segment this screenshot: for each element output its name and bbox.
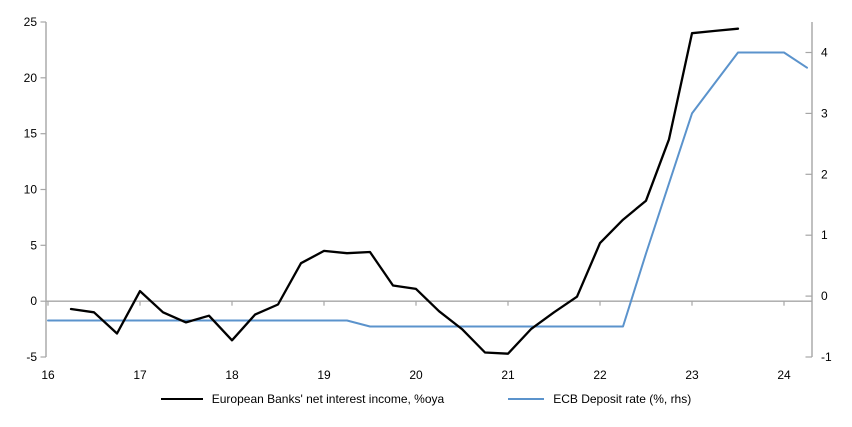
x-axis-label: 21 [501,368,515,382]
black-line-sample-icon [160,398,203,400]
legend-item-net-interest-income: European Banks' net interest income, %oy… [160,392,445,406]
x-axis-label: 22 [593,368,607,382]
x-axis-label: 24 [777,368,791,382]
legend-label-ecb-deposit-rate: ECB Deposit rate (%, rhs) [553,392,692,406]
legend-item-ecb-deposit-rate: ECB Deposit rate (%, rhs) [508,392,691,406]
legend: European Banks' net interest income, %oy… [0,392,852,406]
x-axis-label: 17 [133,368,147,382]
right-axis-label: -1 [821,350,832,364]
ecb-deposit-rate-line [47,51,808,328]
left-axis-label: 15 [24,127,38,141]
right-axis-label: 4 [821,46,828,60]
left-axis-label: 20 [24,71,38,85]
net-interest-income-line [69,27,740,355]
left-axis-label: 10 [24,183,38,197]
x-axis-label: 20 [409,368,423,382]
x-axis-label: 23 [685,368,699,382]
x-axis-label: 18 [225,368,239,382]
right-axis-label: 2 [821,167,828,181]
left-axis-label: 5 [30,238,37,252]
right-axis-label: 0 [821,289,828,303]
legend-label-net-interest-income: European Banks' net interest income, %oy… [211,392,445,406]
x-axis-label: 16 [41,368,55,382]
right-axis-label: 1 [821,228,828,242]
x-axis-label: 19 [317,368,331,382]
right-axis-label: 3 [821,106,828,120]
left-axis-label: 0 [30,294,37,308]
blue-line-sample-icon [508,398,545,400]
left-axis-label: 25 [24,15,38,29]
left-axis-label: -5 [26,350,37,364]
